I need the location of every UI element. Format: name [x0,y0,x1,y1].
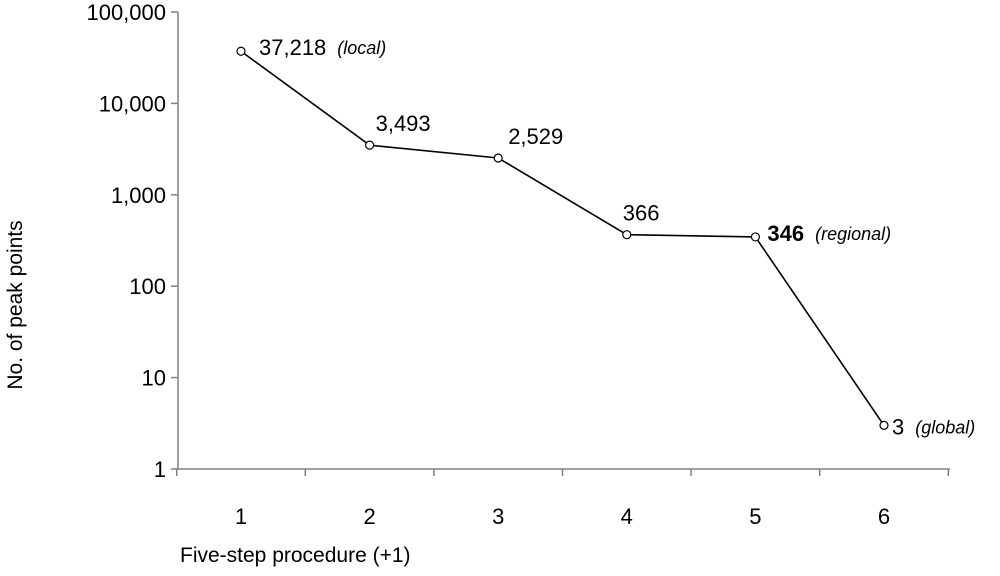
y-tick-label: 10,000 [99,91,166,116]
x-tick-label: 6 [878,504,890,529]
y-tick-label: 100,000 [86,0,166,25]
data-point-note: (global) [915,417,975,437]
series-polyline [240,50,885,426]
data-point-marker [622,230,632,240]
data-point-note: (local) [337,38,386,58]
y-tick-label: 1 [154,457,166,482]
data-point-marker [493,153,503,163]
x-tick-label: 3 [492,504,504,529]
y-tick-label: 100 [129,274,166,299]
x-tick-label: 2 [363,504,375,529]
x-tick-label: 4 [621,504,633,529]
y-tick-label: 10 [142,366,166,391]
y-axis-title: No. of peak points [4,220,27,389]
data-point-marker [879,420,889,430]
data-point-label: 37,218 [259,35,326,60]
x-axis: 1 2 3 4 5 6 [175,468,950,529]
x-tick-label: 5 [749,504,761,529]
data-point-marker [750,232,761,242]
y-tick-label: 1,000 [111,183,166,208]
data-point-note: (regional) [815,224,891,244]
data-labels: 37,218 (local) 3,493 2,529 366 346 (regional) 3… [259,35,975,439]
y-axis: 1 10 100 1,000 10,000 100,000 [86,0,179,482]
data-point-label: 3,493 [376,111,431,136]
x-tick-label: 1 [235,504,247,529]
data-point-label: 346 [767,221,804,246]
data-point-label: 366 [623,201,660,226]
data-point-marker [365,140,375,150]
x-axis-title: Five-step procedure (+1) [180,544,411,567]
series-line [236,46,889,430]
data-point-marker [236,46,246,56]
data-point-label: 2,529 [508,124,563,149]
data-point-label: 3 [892,414,904,439]
